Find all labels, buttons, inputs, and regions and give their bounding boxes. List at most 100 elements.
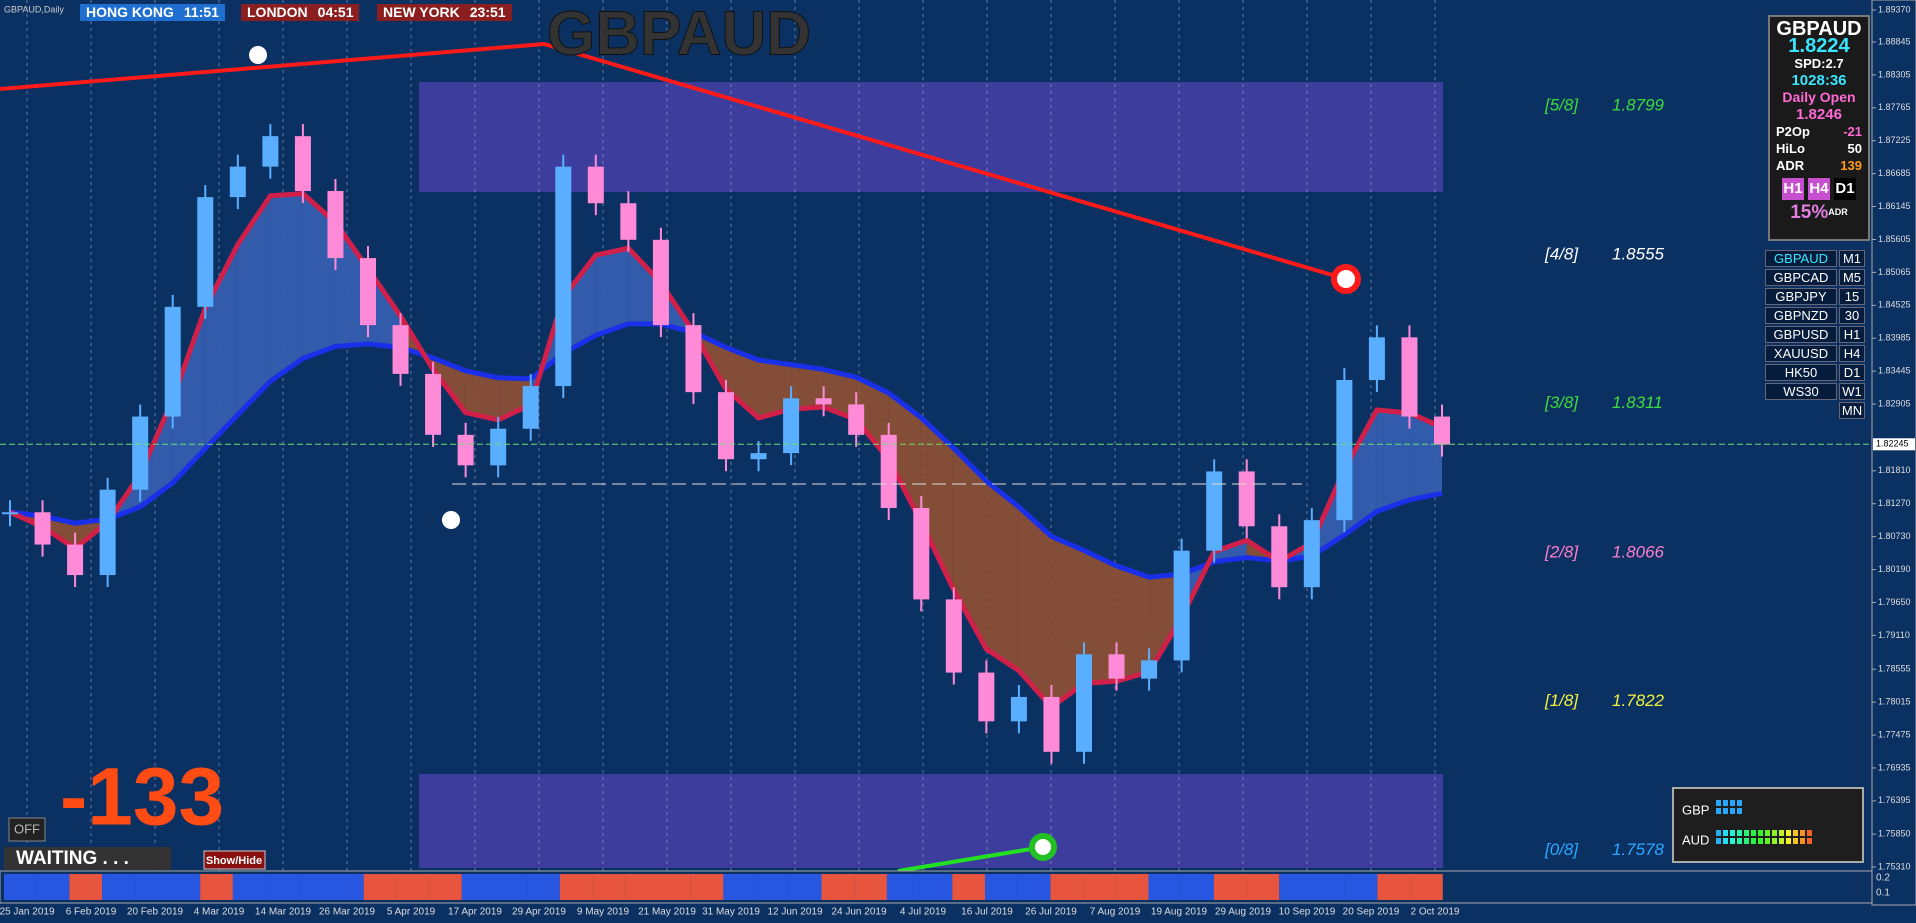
candle — [262, 136, 279, 167]
candle — [587, 166, 604, 204]
clock-time: 23:51 — [469, 4, 506, 20]
price-tick-label: 1.79650 — [1878, 597, 1911, 607]
tf-button[interactable]: MN — [1839, 402, 1865, 419]
strength-label: AUD — [1682, 832, 1709, 847]
meter-cell — [1786, 830, 1791, 836]
date-label: 26 Mar 2019 — [319, 907, 376, 918]
candle — [34, 512, 51, 545]
off-button[interactable] — [8, 817, 46, 842]
tf-button[interactable]: H1 — [1839, 326, 1865, 343]
meter-cell — [1716, 830, 1721, 836]
candle — [67, 544, 84, 576]
candle — [1141, 660, 1158, 679]
tf-button[interactable]: M1 — [1839, 250, 1865, 267]
show-hide-button[interactable] — [203, 850, 266, 870]
status-text: WAITING . . . — [16, 848, 129, 869]
sub-segment — [200, 874, 233, 900]
ma-fill — [237, 195, 271, 415]
sub-segment — [821, 874, 855, 900]
price-tick-label: 1.75310 — [1878, 861, 1911, 871]
price-tick-label: 1.85065 — [1878, 267, 1911, 277]
meter-cell — [1744, 830, 1749, 836]
price-tick-label: 1.87765 — [1878, 102, 1911, 112]
ma-fill — [986, 481, 1019, 671]
meter-cell — [1793, 830, 1798, 836]
sub-segment — [919, 874, 953, 900]
tf-button[interactable]: H1 — [1782, 178, 1804, 200]
price-tick-label: 1.83985 — [1878, 333, 1911, 343]
current-price-tag — [1873, 438, 1915, 451]
show-hide-label[interactable]: Show/Hide — [206, 855, 262, 867]
tf-button[interactable]: 15 — [1839, 288, 1865, 305]
meter-cell — [1737, 800, 1742, 806]
candle — [132, 416, 149, 490]
price-tick-label: 1.76935 — [1878, 762, 1911, 772]
symbol-button[interactable]: WS30 — [1765, 383, 1837, 400]
symbol-button[interactable]: GBPJPY — [1765, 288, 1837, 305]
sub-segment — [527, 874, 560, 900]
candle — [99, 489, 116, 576]
symbol-row: GBPCAD M5 — [1765, 269, 1865, 286]
tf-button[interactable]: D1 — [1839, 364, 1865, 381]
meter-cell — [1807, 838, 1812, 844]
sub-segment — [232, 874, 266, 900]
panel-price: 1.8224 — [1788, 35, 1850, 57]
candle — [457, 434, 474, 466]
price-tick-label: 1.82905 — [1878, 398, 1911, 408]
ma-fill — [823, 369, 857, 420]
symbol-button[interactable]: GBPUSD — [1765, 326, 1837, 343]
candle — [490, 428, 507, 466]
candle — [848, 404, 865, 435]
level-label: [0/8] — [1544, 840, 1579, 859]
tf-button[interactable]: H4 — [1808, 178, 1830, 200]
symbol-button[interactable]: HK50 — [1765, 364, 1837, 381]
meter-cell — [1723, 838, 1728, 844]
level-label: [5/8] — [1544, 96, 1579, 115]
meter-cell — [1751, 830, 1756, 836]
clock: LONDON 04:51 — [241, 4, 360, 21]
candle — [1336, 379, 1353, 521]
row-label: ADR — [1776, 158, 1805, 173]
symbol-button[interactable]: GBPAUD — [1765, 250, 1837, 267]
off-button-label[interactable]: OFF — [14, 821, 40, 836]
symbol-row: XAUUSD H4 — [1765, 345, 1865, 362]
meter-cell — [1786, 838, 1791, 844]
price-tick-label: 1.75850 — [1878, 828, 1911, 838]
panel-row: ADR 139 — [1770, 157, 1868, 174]
symbol-button[interactable]: GBPCAD — [1765, 269, 1837, 286]
symbol-button[interactable]: GBPNZD — [1765, 307, 1837, 324]
candle — [392, 325, 409, 374]
symbol-button[interactable]: XAUUSD — [1765, 345, 1837, 362]
tf-button[interactable]: W1 — [1839, 383, 1865, 400]
sub-segment — [985, 874, 1018, 900]
symbol-watermark: GBPAUD — [547, 0, 811, 68]
tf-button[interactable]: H4 — [1839, 345, 1865, 362]
ma-fill — [335, 222, 368, 347]
candle — [815, 398, 832, 405]
date-label: 20 Sep 2019 — [1343, 907, 1400, 918]
sub-segment — [592, 874, 626, 900]
ma-fill — [595, 248, 629, 336]
tf-button[interactable]: M5 — [1839, 269, 1865, 286]
clock: HONG KONG 11:51 — [80, 4, 225, 21]
panel-spread: SPD:2.7 — [1794, 56, 1844, 71]
date-label: 17 Apr 2019 — [448, 907, 502, 918]
meter-cell — [1723, 800, 1728, 806]
fractal-marker — [442, 511, 460, 529]
candle — [1076, 654, 1092, 752]
date-label: 25 Jan 2019 — [0, 907, 55, 918]
tf-button[interactable]: 30 — [1839, 307, 1865, 324]
price-tick-label: 1.85605 — [1878, 234, 1911, 244]
candle — [197, 197, 214, 307]
candle — [1238, 471, 1255, 527]
meter-cell — [1737, 808, 1742, 814]
date-label: 29 Aug 2019 — [1215, 907, 1272, 918]
candle — [229, 166, 246, 198]
row-label: P2Op — [1776, 124, 1810, 139]
chart-symbol: GBPAUD,Daily — [4, 4, 64, 14]
strength-label: GBP — [1682, 802, 1709, 817]
ma-fill — [726, 347, 759, 419]
tf-button[interactable]: D1 — [1834, 178, 1856, 200]
panel-symbol: GBPAUD — [1776, 18, 1862, 40]
sub-segment — [886, 874, 920, 900]
